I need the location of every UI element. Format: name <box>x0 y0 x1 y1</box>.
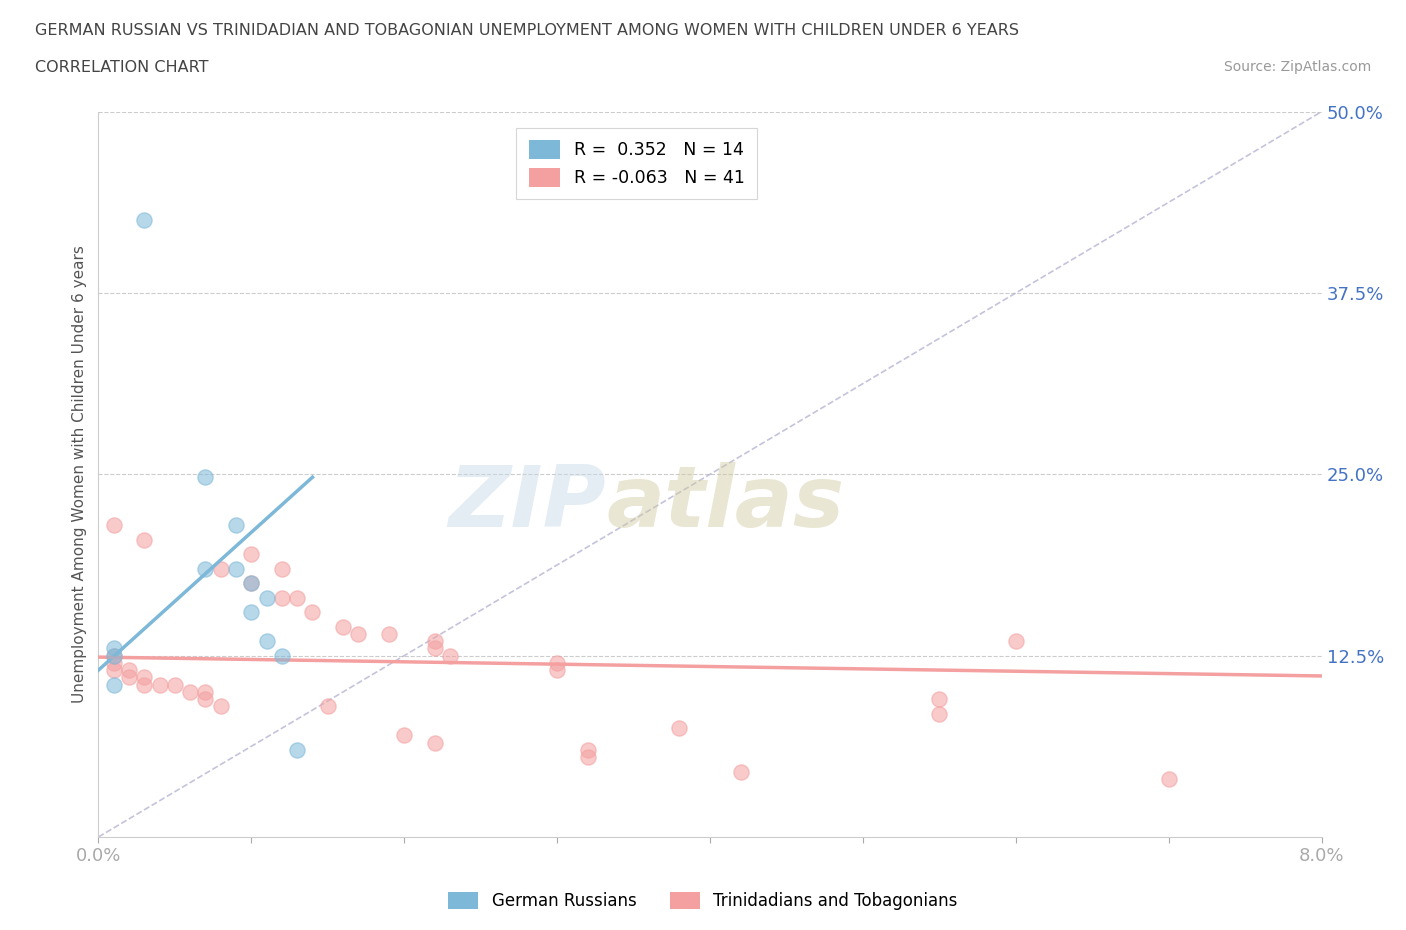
Point <box>103 648 125 663</box>
Point <box>576 750 599 764</box>
Point <box>270 648 294 663</box>
Point <box>240 604 263 619</box>
Point <box>194 684 217 699</box>
Point <box>576 742 599 757</box>
Point <box>301 604 323 619</box>
Point <box>439 648 461 663</box>
Point <box>149 677 172 692</box>
Point <box>118 663 141 678</box>
Point <box>103 641 125 656</box>
Point <box>103 677 125 692</box>
Point <box>316 699 339 714</box>
Point <box>209 561 232 576</box>
Point <box>240 576 263 591</box>
Point <box>928 692 950 707</box>
Legend: R =  0.352   N = 14, R = -0.063   N = 41: R = 0.352 N = 14, R = -0.063 N = 41 <box>516 127 756 199</box>
Point <box>103 648 125 663</box>
Point <box>194 561 217 576</box>
Point <box>332 619 354 634</box>
Point <box>392 728 416 743</box>
Point <box>423 633 446 648</box>
Point <box>225 561 247 576</box>
Point <box>179 684 201 699</box>
Point <box>423 641 446 656</box>
Point <box>285 742 308 757</box>
Point <box>270 591 294 605</box>
Point <box>240 576 263 591</box>
Point <box>285 591 308 605</box>
Point <box>225 518 247 533</box>
Text: CORRELATION CHART: CORRELATION CHART <box>35 60 208 75</box>
Point <box>270 561 294 576</box>
Point <box>134 670 156 684</box>
Y-axis label: Unemployment Among Women with Children Under 6 years: Unemployment Among Women with Children U… <box>72 246 87 703</box>
Point <box>256 633 278 648</box>
Point <box>134 213 156 228</box>
Point <box>730 764 752 779</box>
Point <box>1004 633 1026 648</box>
Point <box>103 663 125 678</box>
Text: ZIP: ZIP <box>449 462 606 545</box>
Point <box>1157 772 1180 787</box>
Point <box>103 518 125 533</box>
Text: GERMAN RUSSIAN VS TRINIDADIAN AND TOBAGONIAN UNEMPLOYMENT AMONG WOMEN WITH CHILD: GERMAN RUSSIAN VS TRINIDADIAN AND TOBAGO… <box>35 23 1019 38</box>
Text: Source: ZipAtlas.com: Source: ZipAtlas.com <box>1223 60 1371 74</box>
Point <box>256 591 278 605</box>
Point <box>546 663 568 678</box>
Point <box>546 656 568 671</box>
Point <box>103 656 125 671</box>
Text: atlas: atlas <box>606 462 844 545</box>
Point <box>134 532 156 547</box>
Point <box>194 692 217 707</box>
Point <box>134 677 156 692</box>
Point <box>240 547 263 562</box>
Legend: German Russians, Trinidadians and Tobagonians: German Russians, Trinidadians and Tobago… <box>441 885 965 917</box>
Point <box>163 677 186 692</box>
Point <box>209 699 232 714</box>
Point <box>423 736 446 751</box>
Point <box>928 706 950 721</box>
Point <box>378 627 401 642</box>
Point <box>668 721 690 736</box>
Point <box>194 470 217 485</box>
Point <box>347 627 370 642</box>
Point <box>118 670 141 684</box>
